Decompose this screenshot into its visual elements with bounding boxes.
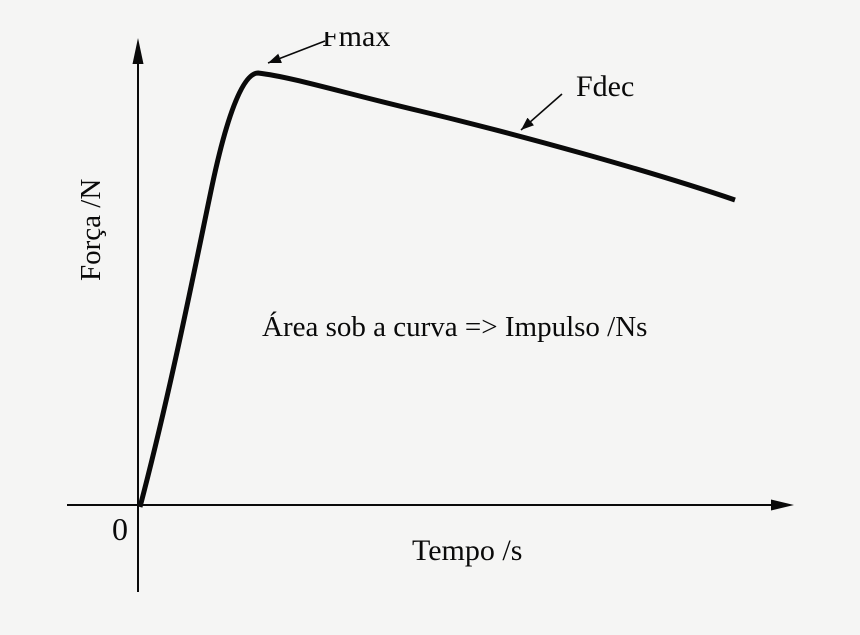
fmax-label: Fmax [322, 20, 390, 53]
x-axis-arrowhead-icon [771, 499, 794, 511]
fmax-arrow-icon [267, 40, 326, 64]
fdec-label: Fdec [576, 70, 634, 103]
origin-label: 0 [112, 511, 128, 547]
x-axis-label: Tempo /s [412, 534, 522, 567]
y-axis-label: Força /N [75, 179, 107, 281]
fdec-arrow-icon [520, 93, 563, 131]
y-axis-arrowhead-icon [132, 38, 144, 64]
area-annotation: Área sob a curva => Impulso /Ns [262, 310, 647, 343]
force-curve [137, 70, 736, 508]
